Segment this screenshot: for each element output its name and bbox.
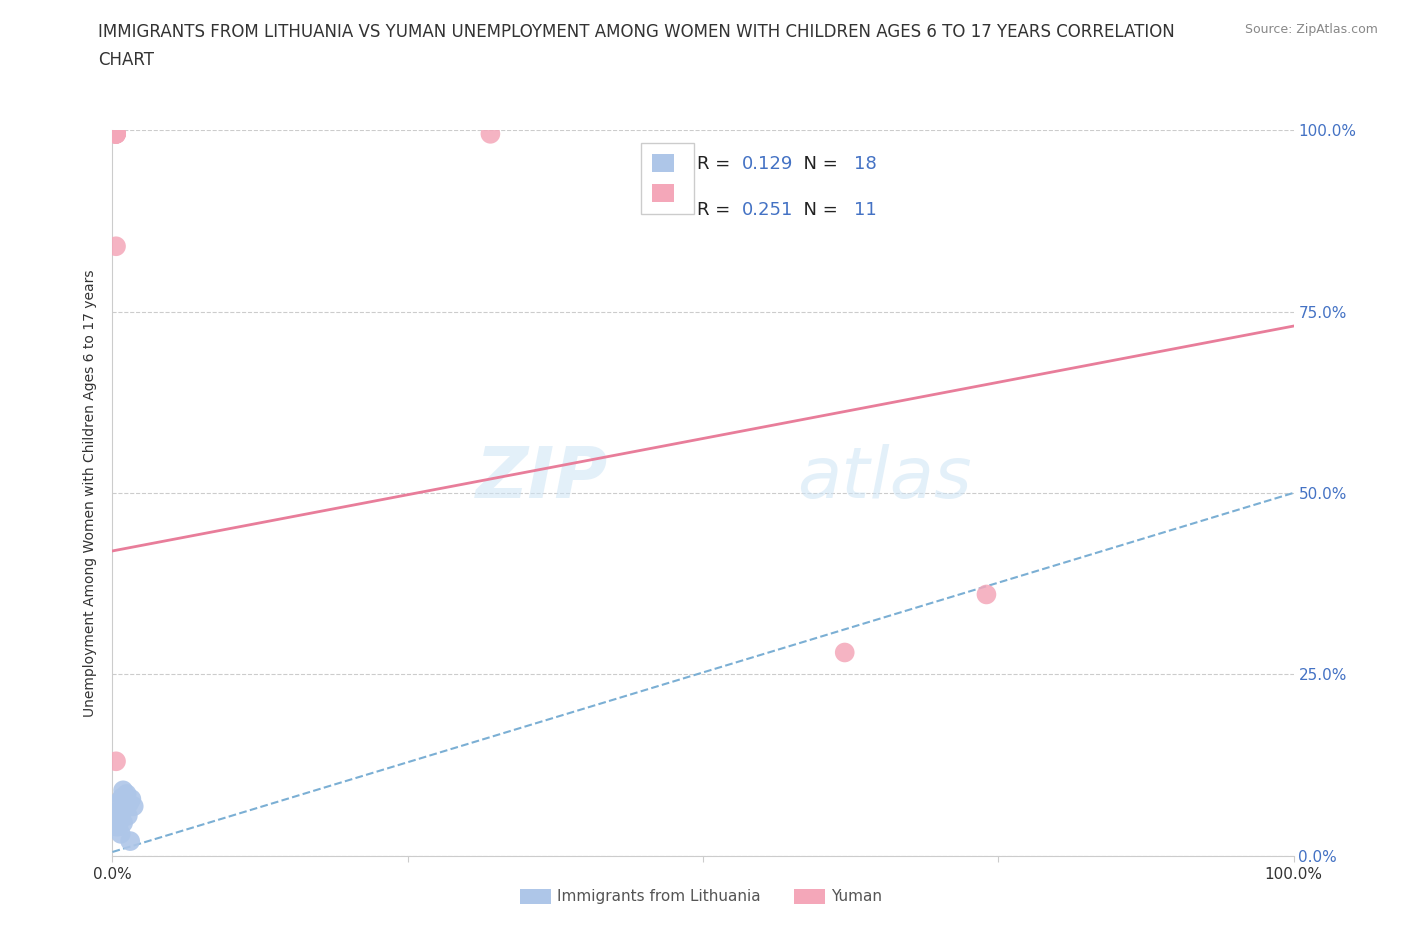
Point [105,126,128,141]
Point [107,804,129,819]
Text: IMMIGRANTS FROM LITHUANIA VS YUMAN UNEMPLOYMENT AMONG WOMEN WITH CHILDREN AGES 6: IMMIGRANTS FROM LITHUANIA VS YUMAN UNEMP… [98,23,1175,41]
Point [105,754,128,769]
Text: R =: R = [697,155,737,173]
Point [122,799,145,814]
Text: N =: N = [792,201,844,219]
Point [105,126,128,141]
Text: Yuman: Yuman [831,889,882,904]
Point [108,794,131,809]
Point [112,783,135,798]
Text: 0.251: 0.251 [742,201,793,219]
Point [105,126,128,141]
Point [114,801,136,816]
Point [120,833,142,848]
Text: 11: 11 [855,201,877,219]
Text: Source: ZipAtlas.com: Source: ZipAtlas.com [1244,23,1378,36]
Point [976,587,998,602]
Point [118,796,141,811]
Point [105,126,128,141]
Point [834,645,856,660]
Text: R =: R = [697,201,737,219]
Text: N =: N = [792,155,844,173]
Point [105,126,128,141]
Text: Immigrants from Lithuania: Immigrants from Lithuania [557,889,761,904]
Point [110,827,132,842]
Point [110,812,132,827]
Point [117,808,139,823]
Text: 18: 18 [855,155,877,173]
Point [120,791,142,806]
Point [115,787,138,802]
Text: CHART: CHART [98,51,155,69]
Point [105,819,128,834]
Text: atlas: atlas [797,444,972,512]
Point [105,126,128,141]
Point [105,804,128,819]
Text: 0.129: 0.129 [742,155,793,173]
Point [112,797,135,812]
Point [112,816,135,830]
Legend: , : , [641,143,693,214]
Y-axis label: Unemployment Among Women with Children Ages 6 to 17 years: Unemployment Among Women with Children A… [83,269,97,717]
Point [105,239,128,254]
Point [107,819,129,834]
Text: ZIP: ZIP [477,444,609,512]
Point [111,790,134,805]
Point [479,126,502,141]
